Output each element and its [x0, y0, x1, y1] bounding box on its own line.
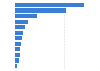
Bar	[15, 64, 17, 68]
Bar	[15, 8, 66, 13]
Bar	[15, 20, 28, 24]
Bar	[15, 31, 24, 35]
Bar	[15, 14, 37, 18]
Bar	[15, 58, 19, 63]
Bar	[15, 3, 84, 7]
Bar	[15, 53, 20, 57]
Bar	[15, 25, 25, 29]
Bar	[15, 36, 22, 40]
Bar	[15, 42, 21, 46]
Bar	[15, 47, 20, 51]
